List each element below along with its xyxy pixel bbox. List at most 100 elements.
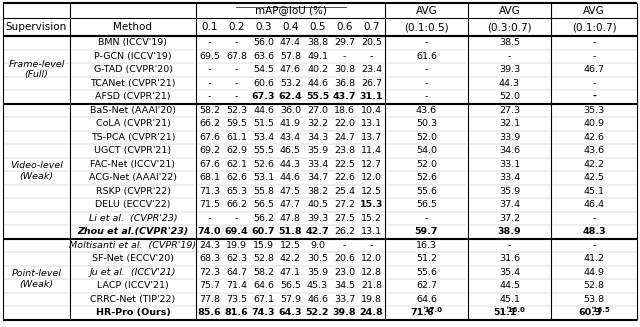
Text: 15.2: 15.2 [361, 214, 382, 223]
Text: 0.4: 0.4 [282, 22, 299, 32]
Text: 42.2: 42.2 [280, 254, 301, 263]
Text: -: - [425, 38, 428, 47]
Text: 52.0: 52.0 [416, 133, 437, 142]
Text: 68.3: 68.3 [199, 254, 220, 263]
Text: 68.1: 68.1 [199, 173, 220, 182]
Text: 12.8: 12.8 [361, 268, 382, 277]
Text: 64.3: 64.3 [279, 308, 302, 317]
Text: -: - [370, 52, 373, 61]
Text: 37.2: 37.2 [499, 214, 520, 223]
Text: 38.9: 38.9 [498, 227, 522, 236]
Text: Frame-level
(Full): Frame-level (Full) [8, 60, 65, 79]
Text: 39.8: 39.8 [333, 308, 356, 317]
Text: 64.7: 64.7 [226, 268, 247, 277]
Text: 69.2: 69.2 [199, 146, 220, 155]
Text: 12.0: 12.0 [361, 254, 382, 263]
Text: 47.5: 47.5 [280, 187, 301, 196]
Text: 41.2: 41.2 [584, 254, 605, 263]
Text: 46.6: 46.6 [307, 295, 328, 304]
Text: 51.2: 51.2 [416, 254, 437, 263]
Text: 40.2: 40.2 [307, 65, 328, 74]
Text: -: - [208, 38, 211, 47]
Text: Li et al.  (CVPR'23): Li et al. (CVPR'23) [89, 214, 177, 223]
Text: 42.2: 42.2 [584, 160, 605, 169]
Text: AFSD (CVPR'21): AFSD (CVPR'21) [95, 92, 171, 101]
Text: 27.3: 27.3 [499, 106, 520, 115]
Text: -: - [592, 241, 596, 250]
Text: 60.6: 60.6 [253, 79, 274, 88]
Text: (0.3:0.7): (0.3:0.7) [487, 22, 532, 32]
Text: 56.2: 56.2 [253, 214, 274, 223]
Text: 47.7: 47.7 [280, 200, 301, 209]
Text: 53.8: 53.8 [584, 295, 605, 304]
Text: 52.8: 52.8 [253, 254, 274, 263]
Text: 62.9: 62.9 [226, 146, 247, 155]
Text: 51.8: 51.8 [278, 227, 302, 236]
Text: CRRC-Net (TIP'22): CRRC-Net (TIP'22) [90, 295, 175, 304]
Text: 23.4: 23.4 [361, 65, 382, 74]
Text: 52.8: 52.8 [584, 281, 605, 290]
Text: 23.8: 23.8 [334, 146, 355, 155]
Text: -: - [370, 241, 373, 250]
Text: 27.2: 27.2 [334, 200, 355, 209]
Text: 53.2: 53.2 [280, 79, 301, 88]
Text: 26.7: 26.7 [361, 79, 382, 88]
Text: 58.2: 58.2 [253, 268, 274, 277]
Text: ⁱ16.0: ⁱ16.0 [507, 307, 526, 313]
Text: 26.2: 26.2 [334, 227, 355, 236]
Text: 51.5: 51.5 [253, 119, 274, 128]
Text: 10.4: 10.4 [361, 106, 382, 115]
Text: 43.7: 43.7 [333, 92, 356, 101]
Text: -: - [592, 92, 596, 101]
Text: Zhou et al.(CVPR'23): Zhou et al.(CVPR'23) [77, 227, 189, 236]
Text: 50.3: 50.3 [416, 119, 437, 128]
Text: 44.9: 44.9 [584, 268, 605, 277]
Text: 52.0: 52.0 [416, 160, 437, 169]
Text: 24.3: 24.3 [199, 241, 220, 250]
Text: 57.8: 57.8 [280, 52, 301, 61]
Text: -: - [208, 79, 211, 88]
Text: 33.9: 33.9 [499, 133, 520, 142]
Text: 0.6: 0.6 [336, 22, 353, 32]
Text: 55.6: 55.6 [416, 268, 437, 277]
Text: 22.5: 22.5 [334, 160, 355, 169]
Text: 67.8: 67.8 [226, 52, 247, 61]
Text: 31.1: 31.1 [360, 92, 383, 101]
Text: 39.3: 39.3 [499, 65, 520, 74]
Text: 23.0: 23.0 [334, 268, 355, 277]
Text: 52.0: 52.0 [499, 92, 520, 101]
Text: 59.5: 59.5 [226, 119, 247, 128]
Text: mAP@IoU (%): mAP@IoU (%) [255, 6, 326, 15]
Text: -: - [592, 79, 596, 88]
Text: DELU (ECCV'22): DELU (ECCV'22) [95, 200, 171, 209]
Text: TS-PCA (CVPR'21): TS-PCA (CVPR'21) [91, 133, 175, 142]
Text: 21.8: 21.8 [361, 281, 382, 290]
Text: 47.1: 47.1 [280, 268, 301, 277]
Text: 72.3: 72.3 [199, 268, 220, 277]
Text: 0.7: 0.7 [364, 22, 380, 32]
Text: 43.6: 43.6 [416, 106, 437, 115]
Text: 36.0: 36.0 [280, 106, 301, 115]
Text: 61.1: 61.1 [226, 133, 247, 142]
Text: 60.3: 60.3 [579, 308, 602, 317]
Text: 51.1: 51.1 [493, 308, 517, 317]
Text: (0.1:0.7): (0.1:0.7) [572, 22, 616, 32]
Text: 25.4: 25.4 [334, 187, 355, 196]
Text: 56.0: 56.0 [253, 38, 274, 47]
Text: 55.5: 55.5 [253, 146, 274, 155]
Text: 53.4: 53.4 [253, 133, 274, 142]
Text: 69.5: 69.5 [199, 52, 220, 61]
Text: 0.2: 0.2 [228, 22, 244, 32]
Text: 12.5: 12.5 [280, 241, 301, 250]
Text: -: - [343, 52, 346, 61]
Text: 63.6: 63.6 [253, 52, 274, 61]
Text: 12.5: 12.5 [361, 187, 382, 196]
Text: 65.3: 65.3 [226, 187, 247, 196]
Text: 57.9: 57.9 [280, 295, 301, 304]
Text: 47.4: 47.4 [280, 38, 301, 47]
Text: 52.6: 52.6 [253, 160, 274, 169]
Text: 43.6: 43.6 [584, 146, 605, 155]
Text: 56.5: 56.5 [416, 200, 437, 209]
Text: 45.1: 45.1 [499, 295, 520, 304]
Text: 32.2: 32.2 [307, 119, 328, 128]
